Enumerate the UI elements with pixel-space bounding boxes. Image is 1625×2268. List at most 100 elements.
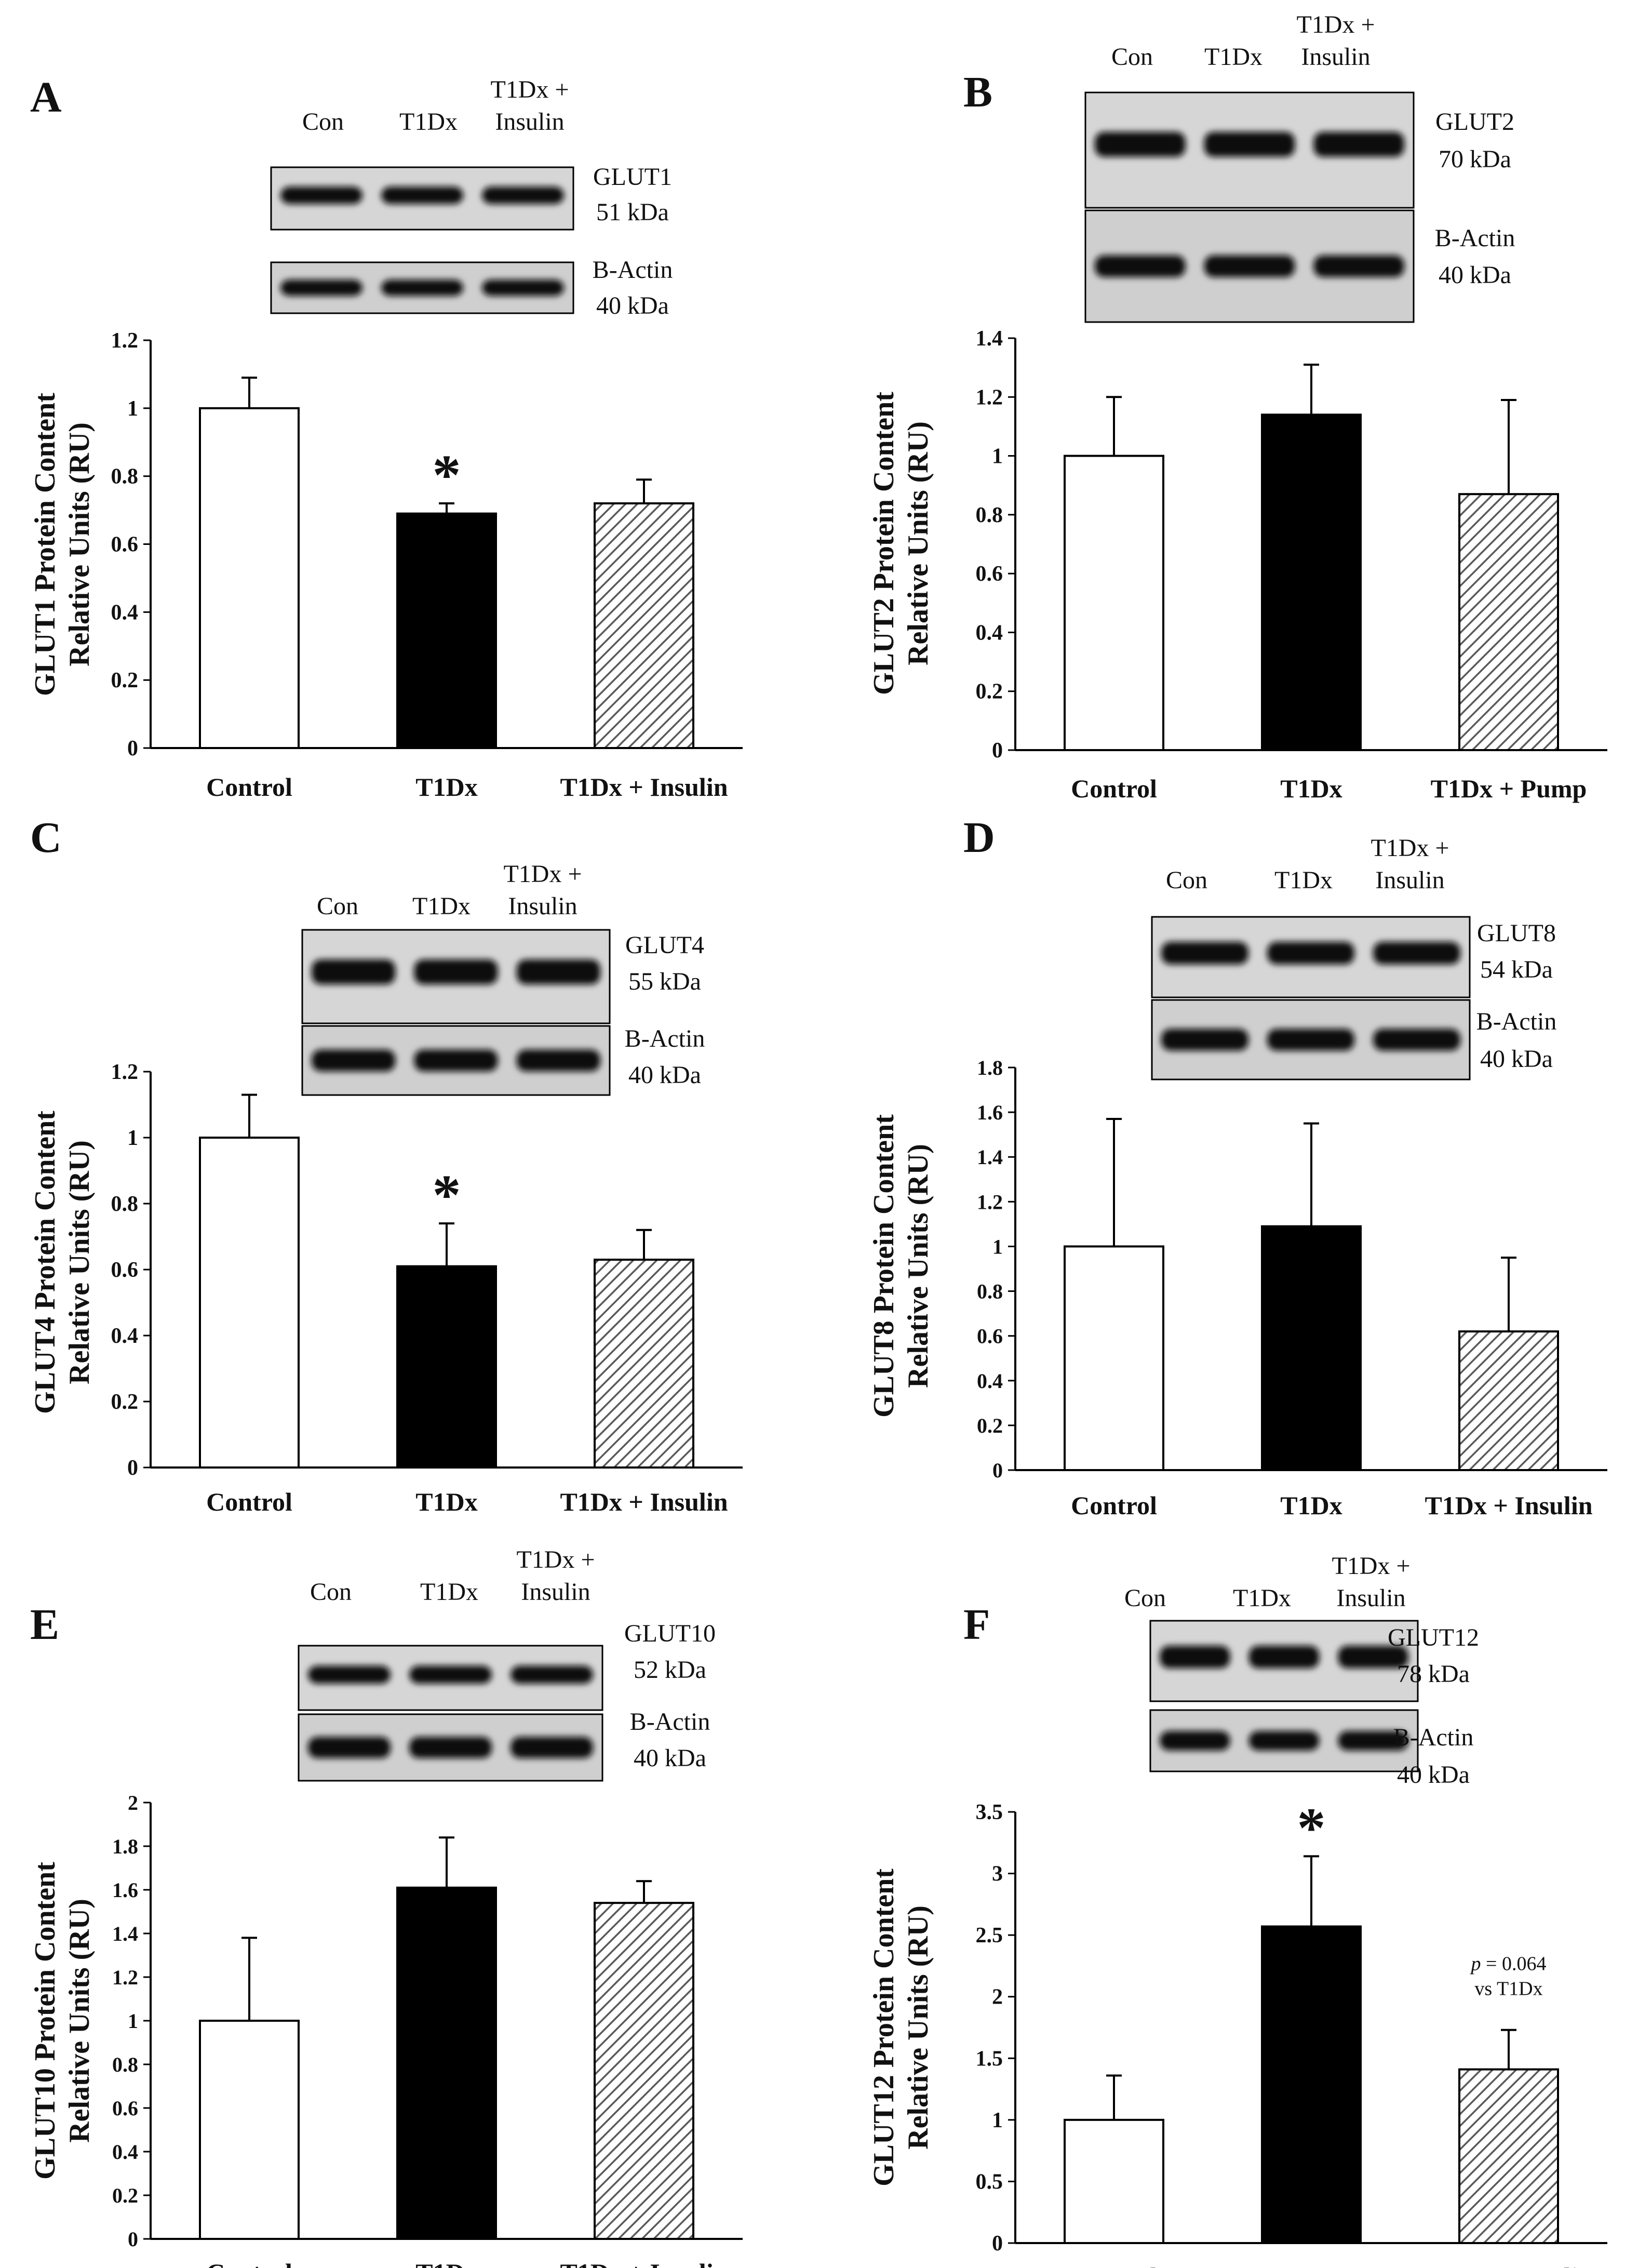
- y-axis-label-line: GLUT10 Protein Content: [29, 1862, 61, 2180]
- y-tick-label: 0: [128, 2227, 138, 2251]
- blot-band: [1095, 255, 1186, 277]
- y-tick-label: 1.4: [977, 1145, 1003, 1169]
- target-weight-label: 55 kDa: [628, 968, 701, 995]
- blot-band: [1338, 1731, 1408, 1751]
- bar: [1064, 455, 1164, 751]
- y-tick-label: 0.8: [111, 465, 139, 489]
- lane-label: T1Dx: [399, 108, 458, 136]
- blot-band: [414, 959, 498, 984]
- bar: [1261, 413, 1362, 751]
- lane-label: Con: [302, 108, 344, 136]
- blot-band: [511, 1665, 593, 1684]
- blot-band: [1267, 942, 1354, 965]
- y-tick-label: 2: [992, 1985, 1003, 2009]
- significance-star: *: [433, 1163, 461, 1226]
- y-tick-label: 0: [127, 737, 138, 761]
- panel-letter: F: [963, 1600, 990, 1649]
- y-axis-label: GLUT1 Protein ContentRelative Units (RU): [29, 393, 96, 696]
- x-category-label: Control: [206, 772, 292, 802]
- y-tick-label: 0.6: [111, 1258, 139, 1282]
- loading-weight-label: 40 kDa: [596, 292, 669, 319]
- lane-label: T1Dx: [412, 892, 471, 920]
- blot-band: [516, 959, 600, 984]
- x-category-label: T1Dx + Insulin: [560, 772, 728, 802]
- x-category-label: T1Dx: [1280, 774, 1342, 803]
- target-protein-label: GLUT10: [624, 1620, 716, 1647]
- bar: [1261, 1225, 1362, 1471]
- y-tick-label: 0.4: [976, 621, 1003, 645]
- y-tick-label: 1: [992, 1235, 1003, 1258]
- panel-f: F 0 0.5 1 1.5 2 2.5 3 3.5 GLUT12 Protein ContentR…: [868, 1552, 1607, 2268]
- y-tick-label: 1: [127, 1126, 138, 1150]
- x-category-label: T1Dx + Insulin: [560, 2258, 728, 2268]
- significance-star: *: [433, 443, 461, 506]
- lane-label: Con: [1124, 1584, 1166, 1612]
- y-tick-label: 0.8: [977, 1280, 1003, 1303]
- y-tick-label: 1: [992, 2109, 1003, 2132]
- lane-label: T1Dx +: [1371, 834, 1449, 862]
- y-tick-label: 1.5: [976, 2047, 1003, 2071]
- panel-letter: E: [30, 1600, 59, 1649]
- target-weight-label: 70 kDa: [1439, 145, 1511, 173]
- loading-weight-label: 40 kDa: [628, 1061, 701, 1089]
- y-tick-label: 0.2: [976, 680, 1003, 704]
- bar: [1458, 493, 1559, 751]
- western-blot: Con T1Dx T1Dx + Insulin GLUT1 51 kDa B-Actin 40…: [270, 76, 673, 319]
- x-category-label: T1Dx: [415, 1487, 477, 1516]
- y-axis-label: GLUT10 Protein ContentRelative Units (RU…: [29, 1862, 96, 2180]
- loading-control-label: B-Actin: [1435, 224, 1515, 252]
- blot-band: [280, 279, 362, 296]
- panel-c: C 0 0.2 0.4 0.6 0.8 1 1.2 GLUT4 Protein ContentR…: [29, 813, 743, 1516]
- blot-band: [1204, 255, 1295, 277]
- y-tick-label: 1.8: [977, 1056, 1003, 1079]
- blot-band: [1267, 1029, 1354, 1051]
- y-tick-label: 1: [128, 2009, 138, 2033]
- lane-label: Con: [1166, 866, 1207, 894]
- y-axis-label-line: GLUT12 Protein Content: [868, 1869, 900, 2186]
- blot-band: [482, 279, 564, 296]
- x-category-label: T1Dx + Insulin: [1425, 2262, 1592, 2268]
- blot-band: [409, 1737, 492, 1758]
- bar: [199, 407, 300, 749]
- y-tick-label: 0.4: [111, 1324, 139, 1348]
- y-tick-label: 0: [992, 2232, 1003, 2256]
- y-axis-label-line: Relative Units (RU): [63, 1899, 96, 2143]
- p-value: = 0.064: [1481, 1953, 1547, 1975]
- y-tick-label: 0.4: [112, 2140, 138, 2164]
- blot-band: [381, 186, 463, 204]
- y-tick-label: 0.6: [112, 2097, 138, 2120]
- lane-label: T1Dx: [1274, 866, 1333, 894]
- y-axis-label-line: GLUT2 Protein Content: [868, 392, 900, 695]
- blot-band: [381, 279, 463, 296]
- y-axis-label-line: GLUT1 Protein Content: [29, 393, 61, 696]
- y-tick-label: 0.2: [977, 1414, 1003, 1437]
- y-axis-label-line: Relative Units (RU): [63, 1140, 96, 1384]
- lane-label: Insulin: [1336, 1584, 1405, 1612]
- blot-band: [1313, 255, 1404, 277]
- blot-band: [1248, 1646, 1320, 1669]
- lane-label: T1Dx: [420, 1578, 478, 1606]
- bar: [594, 1902, 694, 2240]
- blot-band: [1204, 131, 1295, 157]
- bar: [594, 1258, 694, 1469]
- y-tick-label: 1: [127, 397, 138, 421]
- blot-band: [414, 1049, 498, 1072]
- lane-label: Insulin: [1375, 866, 1444, 894]
- y-tick-label: 0: [992, 1459, 1003, 1482]
- panel-letter: B: [963, 68, 992, 116]
- x-category-label: Control: [1071, 1491, 1157, 1520]
- y-tick-label: 0.8: [976, 503, 1003, 527]
- x-category-label: Control: [1071, 774, 1157, 803]
- y-tick-label: 0.8: [111, 1192, 139, 1216]
- y-tick-label: 1.6: [977, 1101, 1003, 1124]
- target-protein-label: GLUT1: [593, 163, 672, 191]
- y-tick-label: 2.5: [976, 1924, 1003, 1947]
- lane-label: Con: [317, 892, 358, 920]
- y-tick-label: 1.2: [111, 1060, 139, 1084]
- blot-band: [308, 1737, 391, 1758]
- bar: [199, 1137, 300, 1469]
- target-protein-label: GLUT8: [1477, 919, 1556, 947]
- panel-a: A 0 0.2 0.4 0.6 0.8 1 1.2 GLUT1 Protein ContentR…: [29, 73, 743, 802]
- y-tick-label: 2: [128, 1791, 138, 1815]
- blot-band: [1248, 1731, 1320, 1751]
